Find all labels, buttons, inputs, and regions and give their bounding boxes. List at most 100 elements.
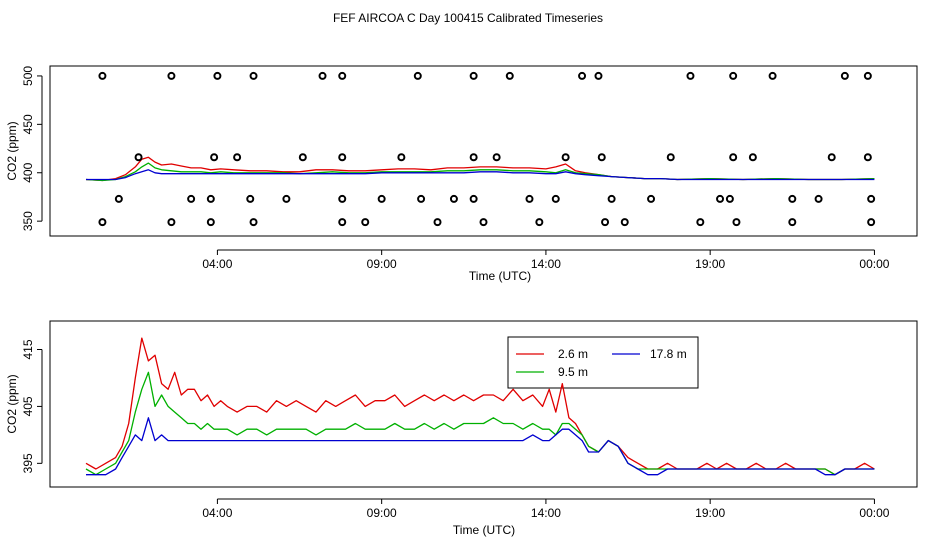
x-tick-label-1-3: 19:00 (695, 506, 725, 520)
calibration-point (535, 218, 544, 227)
calibration-point (725, 194, 734, 203)
calibration-point (298, 153, 307, 162)
calibration-point (827, 153, 836, 162)
calibration-point (597, 153, 606, 162)
calibration-point (210, 153, 219, 162)
calibration-point (413, 71, 422, 80)
bottom-x-axis-label: Time (UTC) (453, 523, 515, 537)
legend-label-17-8m: 17.8 m (650, 347, 687, 361)
calibration-point (729, 153, 738, 162)
legend-box (507, 336, 699, 389)
y-tick-label-1-0: 395 (21, 453, 35, 473)
top-plot-frame (49, 65, 918, 237)
calibration-point (620, 218, 629, 227)
top-y-axis-label: CO2 (ppm) (5, 121, 19, 180)
x-tick-label-0-0: 04:00 (202, 257, 232, 271)
calibration-point (246, 194, 255, 203)
series-line-2-6-m-panel-1 (85, 337, 875, 476)
calibration-point (114, 194, 123, 203)
series-line-17-8-m-panel-1 (86, 417, 875, 476)
y-tick-label-0-0: 350 (21, 211, 35, 231)
calibration-point (505, 71, 514, 80)
calibration-point (318, 71, 327, 80)
calibration-point (98, 218, 107, 227)
calibration-point (479, 218, 488, 227)
x-tick-label-1-1: 09:00 (367, 506, 397, 520)
bottom-y-axis-label: CO2 (ppm) (5, 374, 19, 433)
x-tick-label-1-2: 14:00 (531, 506, 561, 520)
calibration-point (206, 194, 215, 203)
calibration-point (449, 194, 458, 203)
legend-label-2-6m: 2.6 m (558, 347, 588, 361)
calibration-point (361, 218, 370, 227)
series-line-17-8-m-panel-0 (86, 169, 875, 181)
calibration-point (768, 71, 777, 80)
top-x-axis-label: Time (UTC) (469, 269, 531, 283)
calibration-point (607, 194, 616, 203)
calibration-point (788, 218, 797, 227)
calibration-point (867, 218, 876, 227)
calibration-point (863, 153, 872, 162)
calibration-point (249, 218, 258, 227)
bottom-plot-frame (49, 320, 918, 488)
calibration-point (377, 194, 386, 203)
calibration-point (167, 71, 176, 80)
calibration-point (249, 71, 258, 80)
x-tick-label-0-4: 00:00 (859, 257, 889, 271)
calibration-point (338, 194, 347, 203)
calibration-point (696, 218, 705, 227)
calibration-point (338, 153, 347, 162)
calibration-point (397, 153, 406, 162)
calibration-point (840, 71, 849, 80)
calibration-point (647, 194, 656, 203)
calibration-point (601, 218, 610, 227)
top-panel: Time (UTC) CO2 (ppm) 04:00 09:00 14:00 19:0… (5, 65, 918, 283)
calibration-point (338, 218, 347, 227)
calibration-point (748, 153, 757, 162)
x-tick-label-1-4: 00:00 (859, 506, 889, 520)
y-tick-label-1-1: 405 (21, 396, 35, 416)
calibration-point (433, 218, 442, 227)
calibration-point (213, 71, 222, 80)
calibration-point (686, 71, 695, 80)
bottom-panel: Time (UTC) CO2 (ppm) 2.6 m 17.8 m 9.5 m … (5, 320, 918, 537)
calibration-point (233, 153, 242, 162)
calibration-point (578, 71, 587, 80)
figure-title: FEF AIRCOA C Day 100415 Calibrated Times… (333, 11, 603, 25)
y-tick-label-0-3: 500 (21, 66, 35, 86)
calibration-point (594, 71, 603, 80)
calibration-point (788, 194, 797, 203)
x-tick-label-0-1: 09:00 (367, 257, 397, 271)
calibration-point (167, 218, 176, 227)
calibration-point (551, 194, 560, 203)
y-tick-label-0-1: 400 (21, 162, 35, 182)
calibration-point (863, 71, 872, 80)
calibration-point (282, 194, 291, 203)
calibration-point (206, 218, 215, 227)
calibration-point (716, 194, 725, 203)
calibration-point (338, 71, 347, 80)
legend: 2.6 m 17.8 m 9.5 m (507, 336, 699, 389)
x-tick-label-1-0: 04:00 (202, 506, 232, 520)
calibration-point (187, 194, 196, 203)
calibration-point (469, 153, 478, 162)
calibration-point (525, 194, 534, 203)
legend-label-9-5m: 9.5 m (558, 365, 588, 379)
calibration-point (98, 71, 107, 80)
calibration-point (469, 71, 478, 80)
calibration-point (561, 153, 570, 162)
calibration-point (814, 194, 823, 203)
calibration-point (867, 194, 876, 203)
y-tick-label-1-2: 415 (21, 339, 35, 359)
calibration-point (492, 153, 501, 162)
x-tick-label-0-3: 19:00 (695, 257, 725, 271)
calibration-point (732, 218, 741, 227)
calibration-point (666, 153, 675, 162)
calibration-point (134, 153, 143, 162)
calibration-point (417, 194, 426, 203)
x-tick-label-0-2: 14:00 (531, 257, 561, 271)
y-tick-label-0-2: 450 (21, 114, 35, 134)
calibration-point (469, 194, 478, 203)
